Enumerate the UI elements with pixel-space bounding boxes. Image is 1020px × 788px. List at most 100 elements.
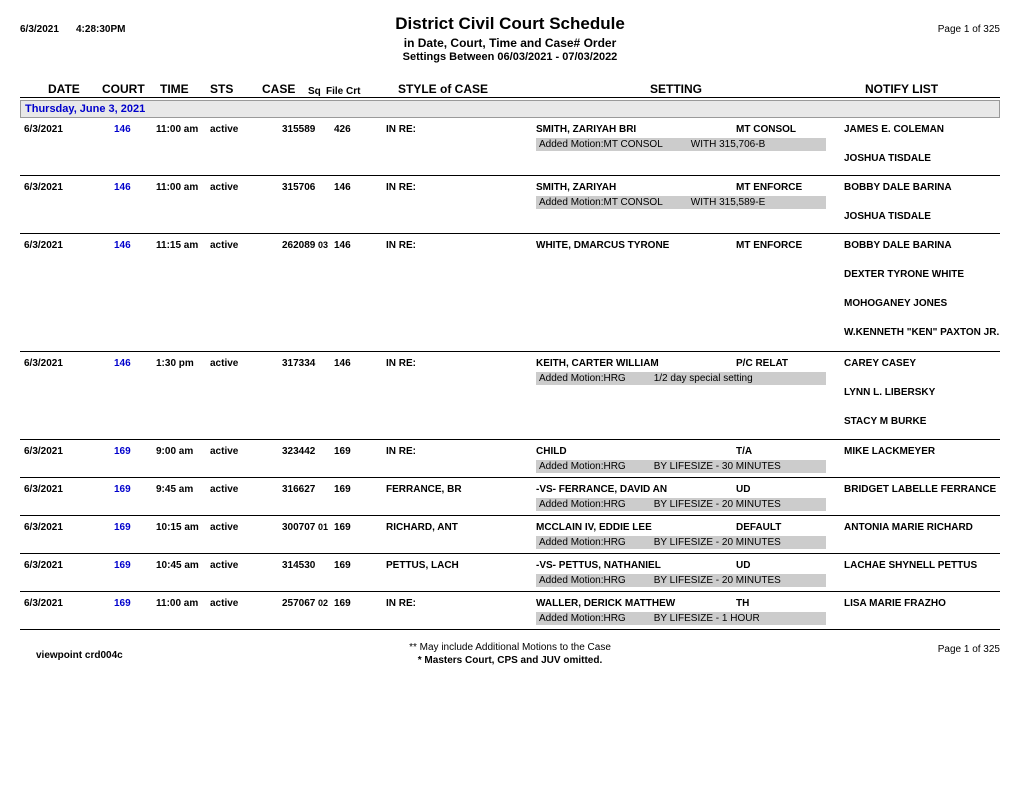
title-range: Settings Between 06/03/2021 - 07/03/2022 xyxy=(395,51,625,63)
motion-strip: Added Motion:MT CONSOL WITH 315,706-B xyxy=(536,138,826,151)
motion-strip: Added Motion:HRGBY LIFESIZE - 20 MINUTES xyxy=(536,498,826,511)
col-court: COURT xyxy=(102,82,145,96)
motion-value: BY LIFESIZE - 20 MINUTES xyxy=(654,575,781,586)
cell-case: 262089 xyxy=(282,240,315,251)
column-headers: DATE COURT TIME STS CASE Sq File Crt STY… xyxy=(20,80,1000,98)
cell-setting: UD xyxy=(736,484,750,495)
cell-sq: 01 xyxy=(318,522,328,532)
motion-label: Added Motion:HRG xyxy=(539,575,626,586)
cell-style: -VS- PETTUS, NATHANIEL xyxy=(536,560,661,571)
cell-sts: active xyxy=(210,598,238,609)
col-time: TIME xyxy=(160,82,189,96)
motion-strip: Added Motion:MT CONSOL WITH 315,589-E xyxy=(536,196,826,209)
cell-setting: T/A xyxy=(736,446,752,457)
cell-date: 6/3/2021 xyxy=(24,446,63,457)
motion-value: BY LIFESIZE - 30 MINUTES xyxy=(654,461,781,472)
cell-court: 169 xyxy=(114,560,131,571)
cell-filecrt: 426 xyxy=(334,124,351,135)
cell-inre: IN RE: xyxy=(386,240,416,251)
notify-name: JOSHUA TISDALE xyxy=(844,211,1014,222)
notify-block: LISA MARIE FRAZHO xyxy=(844,596,1014,609)
cell-court: 146 xyxy=(114,124,131,135)
col-notify: NOTIFY LIST xyxy=(865,82,938,96)
day-header: Thursday, June 3, 2021 xyxy=(20,100,1000,118)
notify-block: ANTONIA MARIE RICHARD xyxy=(844,520,1014,533)
cell-sq: 03 xyxy=(318,240,328,250)
col-case: CASE xyxy=(262,82,295,96)
cell-time: 11:00 am xyxy=(156,182,198,193)
motion-strip: Added Motion:HRGBY LIFESIZE - 20 MINUTES xyxy=(536,536,826,549)
cell-sq: 02 xyxy=(318,598,328,608)
cell-court: 146 xyxy=(114,358,131,369)
schedule-entry: 6/3/202116911:00 amactive25706702169IN R… xyxy=(20,592,1000,630)
title-block: District Civil Court Schedule in Date, C… xyxy=(395,14,625,63)
motion-strip: Added Motion:HRG BY LIFESIZE - 20 MINUTES xyxy=(536,574,826,587)
cell-court: 146 xyxy=(114,240,131,251)
footer-center: ** May include Additional Motions to the… xyxy=(409,642,611,666)
cell-court: 169 xyxy=(114,484,131,495)
cell-style: CHILD xyxy=(536,446,567,457)
cell-case: 300707 xyxy=(282,522,315,533)
cell-inre: IN RE: xyxy=(386,182,416,193)
cell-style: WALLER, DERICK MATTHEW xyxy=(536,598,675,609)
cell-style: MCCLAIN IV, EDDIE LEE xyxy=(536,522,652,533)
cell-court: 169 xyxy=(114,522,131,533)
motion-label: Added Motion:HRG xyxy=(539,461,626,472)
motion-strip: Added Motion:HRGBY LIFESIZE - 1 HOUR xyxy=(536,612,826,625)
page-number-bottom: Page 1 of 325 xyxy=(938,644,1000,655)
cell-inre: IN RE: xyxy=(386,358,416,369)
motion-strip: Added Motion:HRG1/2 day special setting xyxy=(536,372,826,385)
court-schedule-page: 6/3/2021 4:28:30PM Page 1 of 325 Distric… xyxy=(0,0,1020,688)
print-date: 6/3/2021 xyxy=(20,24,59,35)
col-filecrt: File Crt xyxy=(326,86,360,97)
cell-setting: MT ENFORCE xyxy=(736,240,802,251)
notify-name: MIKE LACKMEYER xyxy=(844,446,1014,457)
notify-name: DEXTER TYRONE WHITE xyxy=(844,269,1014,280)
cell-filecrt: 146 xyxy=(334,240,351,251)
notify-name: LACHAE SHYNELL PETTUS xyxy=(844,560,1014,571)
cell-style: KEITH, CARTER WILLIAM xyxy=(536,358,659,369)
cell-setting: TH xyxy=(736,598,749,609)
motion-value: WITH 315,589-E xyxy=(691,197,765,208)
schedule-entry: 6/3/20211699:45 amactive316627169FERRANC… xyxy=(20,478,1000,516)
notify-name: CAREY CASEY xyxy=(844,358,1014,369)
cell-date: 6/3/2021 xyxy=(24,358,63,369)
cell-court: 169 xyxy=(114,598,131,609)
footer-line2: * Masters Court, CPS and JUV omitted. xyxy=(409,655,611,666)
cell-style: SMITH, ZARIYAH BRI xyxy=(536,124,636,135)
entries-container: 6/3/202114611:00 amactive315589426IN RE:… xyxy=(20,118,1000,630)
cell-inre: IN RE: xyxy=(386,446,416,457)
motion-value: WITH 315,706-B xyxy=(691,139,765,150)
print-time: 4:28:30PM xyxy=(76,24,125,35)
notify-name: LISA MARIE FRAZHO xyxy=(844,598,1014,609)
cell-court: 146 xyxy=(114,182,131,193)
notify-name: JOSHUA TISDALE xyxy=(844,153,1014,164)
cell-filecrt: 146 xyxy=(334,358,351,369)
cell-setting: MT CONSOL xyxy=(736,124,796,135)
notify-block: MIKE LACKMEYER xyxy=(844,444,1014,457)
notify-block: BRIDGET LABELLE FERRANCE xyxy=(844,482,1014,495)
schedule-entry: 6/3/202116910:15 amactive30070701169RICH… xyxy=(20,516,1000,554)
cell-case: 315706 xyxy=(282,182,315,193)
footer: viewpoint crd004c ** May include Additio… xyxy=(20,636,1000,674)
notify-name: BOBBY DALE BARINA xyxy=(844,182,1014,193)
notify-name: ANTONIA MARIE RICHARD xyxy=(844,522,1014,533)
schedule-entry: 6/3/20211699:00 amactive323442169IN RE:C… xyxy=(20,440,1000,478)
cell-time: 11:15 am xyxy=(156,240,198,251)
title-main: District Civil Court Schedule xyxy=(395,14,625,34)
cell-time: 9:45 am xyxy=(156,484,193,495)
cell-time: 11:00 am xyxy=(156,124,198,135)
schedule-entry: 6/3/20211461:30 pmactive317334146IN RE:K… xyxy=(20,352,1000,440)
motion-label: Added Motion:MT CONSOL xyxy=(539,139,663,150)
cell-inre: FERRANCE, BR xyxy=(386,484,462,495)
notify-name: LYNN L. LIBERSKY xyxy=(844,387,1014,398)
motion-value: BY LIFESIZE - 20 MINUTES xyxy=(654,537,781,548)
cell-inre: PETTUS, LACH xyxy=(386,560,459,571)
cell-time: 1:30 pm xyxy=(156,358,194,369)
notify-block: BOBBY DALE BARINA JOSHUA TISDALE xyxy=(844,180,1014,222)
cell-filecrt: 169 xyxy=(334,598,351,609)
motion-label: Added Motion:MT CONSOL xyxy=(539,197,663,208)
cell-date: 6/3/2021 xyxy=(24,124,63,135)
col-setting: SETTING xyxy=(650,82,702,96)
schedule-entry: 6/3/202114611:15 amactive26208903146IN R… xyxy=(20,234,1000,352)
